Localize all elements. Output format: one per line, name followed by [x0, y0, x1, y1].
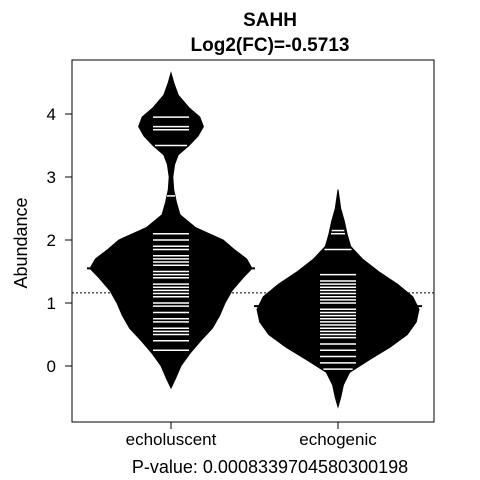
- plot-frame: [71, 59, 435, 423]
- bean-echoluscent: [87, 71, 255, 390]
- y-tick-label: 0: [47, 357, 56, 376]
- axes-layer: 0 1 2 3 4 echoluscent echogenic: [47, 59, 435, 449]
- chart-title: SAHH: [243, 10, 297, 31]
- y-tick-label: 3: [47, 168, 56, 187]
- beans-layer: [72, 71, 434, 409]
- y-tick-label: 4: [47, 105, 56, 124]
- y-axis-label: Abundance: [11, 197, 31, 288]
- x-axis-label: P-value: 0.000833970458030019​8: [132, 457, 408, 477]
- bean-density-echogenic: [256, 189, 420, 409]
- y-tick-label: 2: [47, 231, 56, 250]
- x-tick-label-echogenic: echogenic: [299, 430, 377, 449]
- bean-echogenic: [254, 189, 422, 409]
- y-tick-label: 1: [47, 294, 56, 313]
- x-tick-label-echoluscent: echoluscent: [126, 430, 217, 449]
- bean-density-echoluscent: [89, 71, 253, 390]
- chart-subtitle: Log2(FC)=-0.5713: [191, 35, 350, 56]
